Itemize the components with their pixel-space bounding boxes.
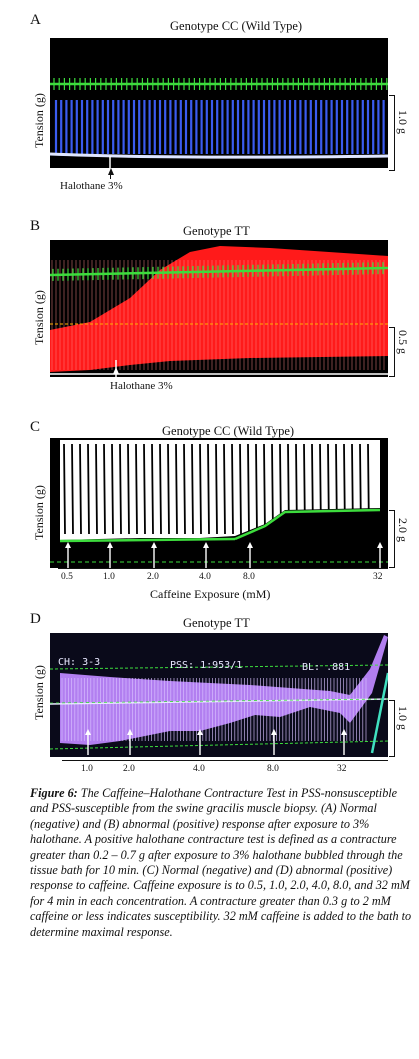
panel-a-contractions — [54, 100, 385, 154]
figure-caption: Figure 6: The Caffeine–Halothane Contrac… — [30, 786, 412, 940]
panel-b-title: Genotype TT — [183, 224, 250, 238]
figure-caption-label: Figure 6: — [30, 786, 78, 800]
figure-caption-text: The Caffeine–Halothane Contracture Test … — [30, 786, 412, 939]
panel-d-axis — [62, 760, 388, 761]
panel-a-ylabel: Tension (g) — [32, 93, 46, 148]
panel-d-title: Genotype TT — [183, 616, 250, 630]
panel-b-scale-bar — [389, 327, 395, 377]
panel-d-scale-label: 1.0 g — [396, 706, 410, 730]
panel-c-axis — [58, 568, 388, 569]
panel-d-tick-1: 2.0 — [123, 764, 135, 774]
panel-c-arrow-3-head — [203, 542, 209, 548]
panel-d-arrow-2-head — [197, 729, 203, 735]
panel-b-arrow — [113, 367, 119, 374]
panel-c-letter: C — [30, 419, 41, 435]
panel-d-readout-ch: CH: 3-3 — [58, 657, 101, 668]
panel-d-tick-0: 1.0 — [81, 764, 93, 774]
panel-a-arrow — [108, 168, 114, 175]
panel-d-tick-4: 32 — [337, 764, 347, 774]
panel-d-tick-3: 8.0 — [267, 764, 279, 774]
panel-c-tick-4: 8.0 — [243, 572, 255, 582]
panel-d-readout-pss: PSS: 1:953/1 — [170, 660, 243, 671]
panel-a-letter: A — [30, 12, 41, 28]
panel-b-halothane-label: Halothane 3% — [110, 380, 173, 392]
panel-c-title: Genotype CC (Wild Type) — [162, 424, 295, 438]
panel-d-trace — [50, 633, 388, 757]
panel-d-arrow-0-head — [85, 729, 91, 735]
panel-d-tick-2: 4.0 — [193, 764, 205, 774]
panel-d-scale-bar — [389, 700, 395, 757]
panel-c-scale-bar — [389, 510, 395, 568]
panel-b-scale-label: 0.5 g — [396, 330, 410, 354]
panel-a-trace — [50, 38, 388, 168]
panel-c-scale-label: 2.0 g — [396, 518, 410, 542]
panel-c-xlabel: Caffeine Exposure (mM) — [150, 587, 271, 601]
panel-c-trace — [50, 438, 388, 568]
panel-d-arrow-3-head — [271, 729, 277, 735]
panel-c-arrow-4-head — [247, 542, 253, 548]
panel-d-readout-bl: BL: .881 — [302, 662, 351, 673]
panel-d-arrows — [85, 729, 347, 755]
panel-c-arrow-2-head — [151, 542, 157, 548]
panel-b-letter: B — [30, 218, 41, 234]
panel-d-arrow-1-head — [127, 729, 133, 735]
panel-a-scale-bar — [389, 95, 395, 171]
panel-b-trace — [50, 240, 388, 377]
panel-d-arrow-4-head — [341, 729, 347, 735]
panel-d-ylabel: Tension (g) — [32, 665, 46, 720]
panel-c-ylabel: Tension (g) — [32, 485, 46, 540]
panel-c-tick-2: 2.0 — [147, 572, 159, 582]
panel-c-tick-3: 4.0 — [199, 572, 211, 582]
panel-a-scale-label: 1.0 g — [396, 110, 410, 134]
panel-a-title: Genotype CC (Wild Type) — [170, 19, 303, 33]
panel-c-arrow-1-head — [107, 542, 113, 548]
panel-c-arrow-5-head — [377, 542, 383, 548]
panel-a-halothane-label: Halothane 3% — [60, 180, 123, 192]
panel-d-letter: D — [30, 611, 41, 627]
panel-c-tick-1: 1.0 — [103, 572, 115, 582]
panel-c-tick-5: 32 — [373, 572, 383, 582]
panel-c-arrows — [65, 542, 383, 568]
panel-c-tick-0: 0.5 — [61, 572, 73, 582]
panel-c-arrow-0-head — [65, 542, 71, 548]
panel-b-ylabel: Tension (g) — [32, 290, 46, 345]
